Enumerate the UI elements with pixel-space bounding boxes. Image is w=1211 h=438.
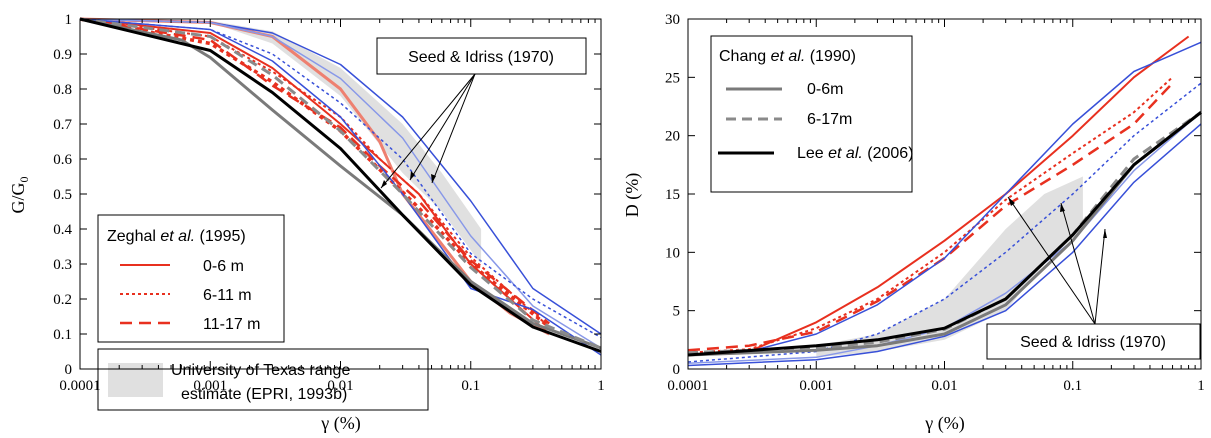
y-tick-label: 30: [665, 12, 680, 28]
y-tick-label: 0.6: [53, 152, 72, 168]
panel-damping-ratio: Chang et al. (1990) 0-6m 6-17m Lee et al…: [622, 12, 1205, 434]
seed-idriss-annotation: Seed & Idriss (1970): [376, 37, 587, 189]
annotation-arrow: [380, 73, 476, 189]
y-tick-label: 0.2: [53, 292, 72, 308]
lee-post: (2006): [863, 145, 914, 162]
arrowhead: [1103, 229, 1107, 238]
legend-label-texas-1: University of Texas range: [171, 362, 350, 379]
legend-title: Chang et al. (1990): [719, 48, 856, 65]
x-tick-label: 1: [597, 378, 605, 394]
y-tick-label: 0.5: [53, 187, 72, 203]
y-tick-label: 0.4: [53, 222, 72, 238]
x-tick-label: 0.01: [931, 378, 957, 394]
x-tick-label: 0.0001: [667, 378, 708, 394]
legend-label-texas-2: estimate (EPRI, 1993b): [181, 386, 347, 403]
annotation-arrow: [1007, 196, 1096, 325]
panel-modulus-reduction: Seed & Idriss (1970) Zeghal et al. (1995…: [8, 12, 605, 434]
range-band-area: [816, 176, 1083, 358]
y-tick-label: 0.7: [53, 117, 72, 133]
y-axis-title: G/G0: [8, 177, 31, 214]
y-tick-label: 5: [673, 304, 681, 320]
zeghal-legend: Zeghal et al. (1995) 0-6 m 6-11 m 11-17 …: [97, 214, 285, 343]
x-axis-title: γ (%): [320, 413, 360, 434]
legend-label-0-6m: 0-6 m: [203, 258, 244, 275]
x-tick-label: 1: [1197, 378, 1205, 394]
x-tick-label: 0.1: [461, 378, 480, 394]
chang-legend: Chang et al. (1990) 0-6m 6-17m Lee et al…: [710, 35, 914, 193]
lee-pre: Lee: [797, 145, 828, 162]
legend-label-0-6m: 0-6m: [807, 81, 843, 98]
y-tick-label: 0.1: [53, 327, 72, 343]
legend-title: Zeghal et al. (1995): [107, 228, 246, 245]
legend-label-6-17m: 6-17m: [807, 111, 852, 128]
legend-label-6-11m: 6-11 m: [203, 287, 252, 304]
y-tick-label: 10: [665, 245, 680, 261]
legend-title-em: et al.: [771, 48, 806, 65]
arrowhead: [410, 171, 415, 180]
annotation-box: [986, 323, 1201, 360]
plot-series-group: [687, 35, 1202, 367]
x-tick-label: 0.0001: [59, 378, 100, 394]
annotation-arrow: [1060, 202, 1096, 325]
y-tick-label: 20: [665, 129, 680, 145]
x-tick-label: 0.001: [799, 378, 833, 394]
texas-range-legend: University of Texas range estimate (EPRI…: [97, 348, 429, 411]
y-tick-label: 0.8: [53, 82, 72, 98]
plot-series-group: [79, 17, 602, 356]
x-tick-label: 0.1: [1063, 378, 1082, 394]
series-line-11: [79, 17, 602, 350]
y-tick-label: 0: [65, 362, 73, 378]
legend-swatch-band: [108, 363, 163, 397]
arrowhead: [1008, 197, 1015, 206]
annotation-box: [376, 37, 587, 75]
arrowhead: [431, 174, 436, 183]
annotation-arrow: [409, 73, 476, 181]
x-axis-title: γ (%): [924, 413, 964, 434]
y-tick-label: 25: [665, 70, 680, 86]
annotation-text: Seed & Idriss (1970): [1020, 334, 1166, 351]
legend-title-pre: Chang: [719, 48, 771, 65]
y-tick-label: 1: [65, 12, 73, 28]
series-line-4: [79, 17, 551, 329]
legend-title-em: et al.: [160, 228, 195, 245]
legend-box: [97, 214, 285, 343]
legend-label-11-17m: 11-17 m: [203, 316, 261, 333]
lee-em: et al.: [828, 145, 863, 162]
series-line-3: [79, 18, 550, 328]
y-axis-title: D (%): [622, 173, 643, 217]
series-line-7: [79, 18, 602, 349]
y-tick-label: 15: [665, 187, 680, 203]
annotation-arrow: [431, 73, 476, 184]
seed-idriss-annotation: Seed & Idriss (1970): [986, 196, 1201, 360]
series-line-4: [687, 41, 1202, 356]
legend-title-post: (1990): [805, 48, 856, 65]
y-axis-title-sub: 0: [17, 177, 31, 183]
legend-box: [710, 35, 913, 193]
y-tick-label: 0.3: [53, 257, 72, 273]
seed-idriss-band: [816, 176, 1083, 358]
y-tick-label: 0.9: [53, 47, 72, 63]
series-line-6: [687, 123, 1202, 367]
legend-title-post: (1995): [195, 228, 246, 245]
arrowhead: [1060, 203, 1065, 212]
series-line-10: [687, 111, 1202, 357]
series-line-7: [687, 111, 1202, 364]
y-axis-title-main: G/G: [8, 183, 28, 214]
annotation-arrow: [1094, 228, 1106, 325]
annotation-text: Seed & Idriss (1970): [408, 49, 554, 66]
axes: 0.0001 0.001 0.01 0.1 1 0 0.1 0.2 0.3 0.4 0.5 0.6 0.…: [53, 12, 605, 394]
y-tick-label: 0: [673, 362, 681, 378]
texas-range-band: [80, 19, 482, 264]
range-band-area: [80, 19, 482, 264]
arrowhead: [381, 180, 387, 188]
legend-label-lee: Lee et al. (2006): [797, 145, 914, 162]
x-tick-label: 0.01: [327, 378, 353, 394]
series-line-9: [79, 18, 602, 356]
legend-title-pre: Zeghal: [107, 228, 160, 245]
series-line-12: [79, 17, 602, 353]
x-tick-label: 0.001: [193, 378, 227, 394]
